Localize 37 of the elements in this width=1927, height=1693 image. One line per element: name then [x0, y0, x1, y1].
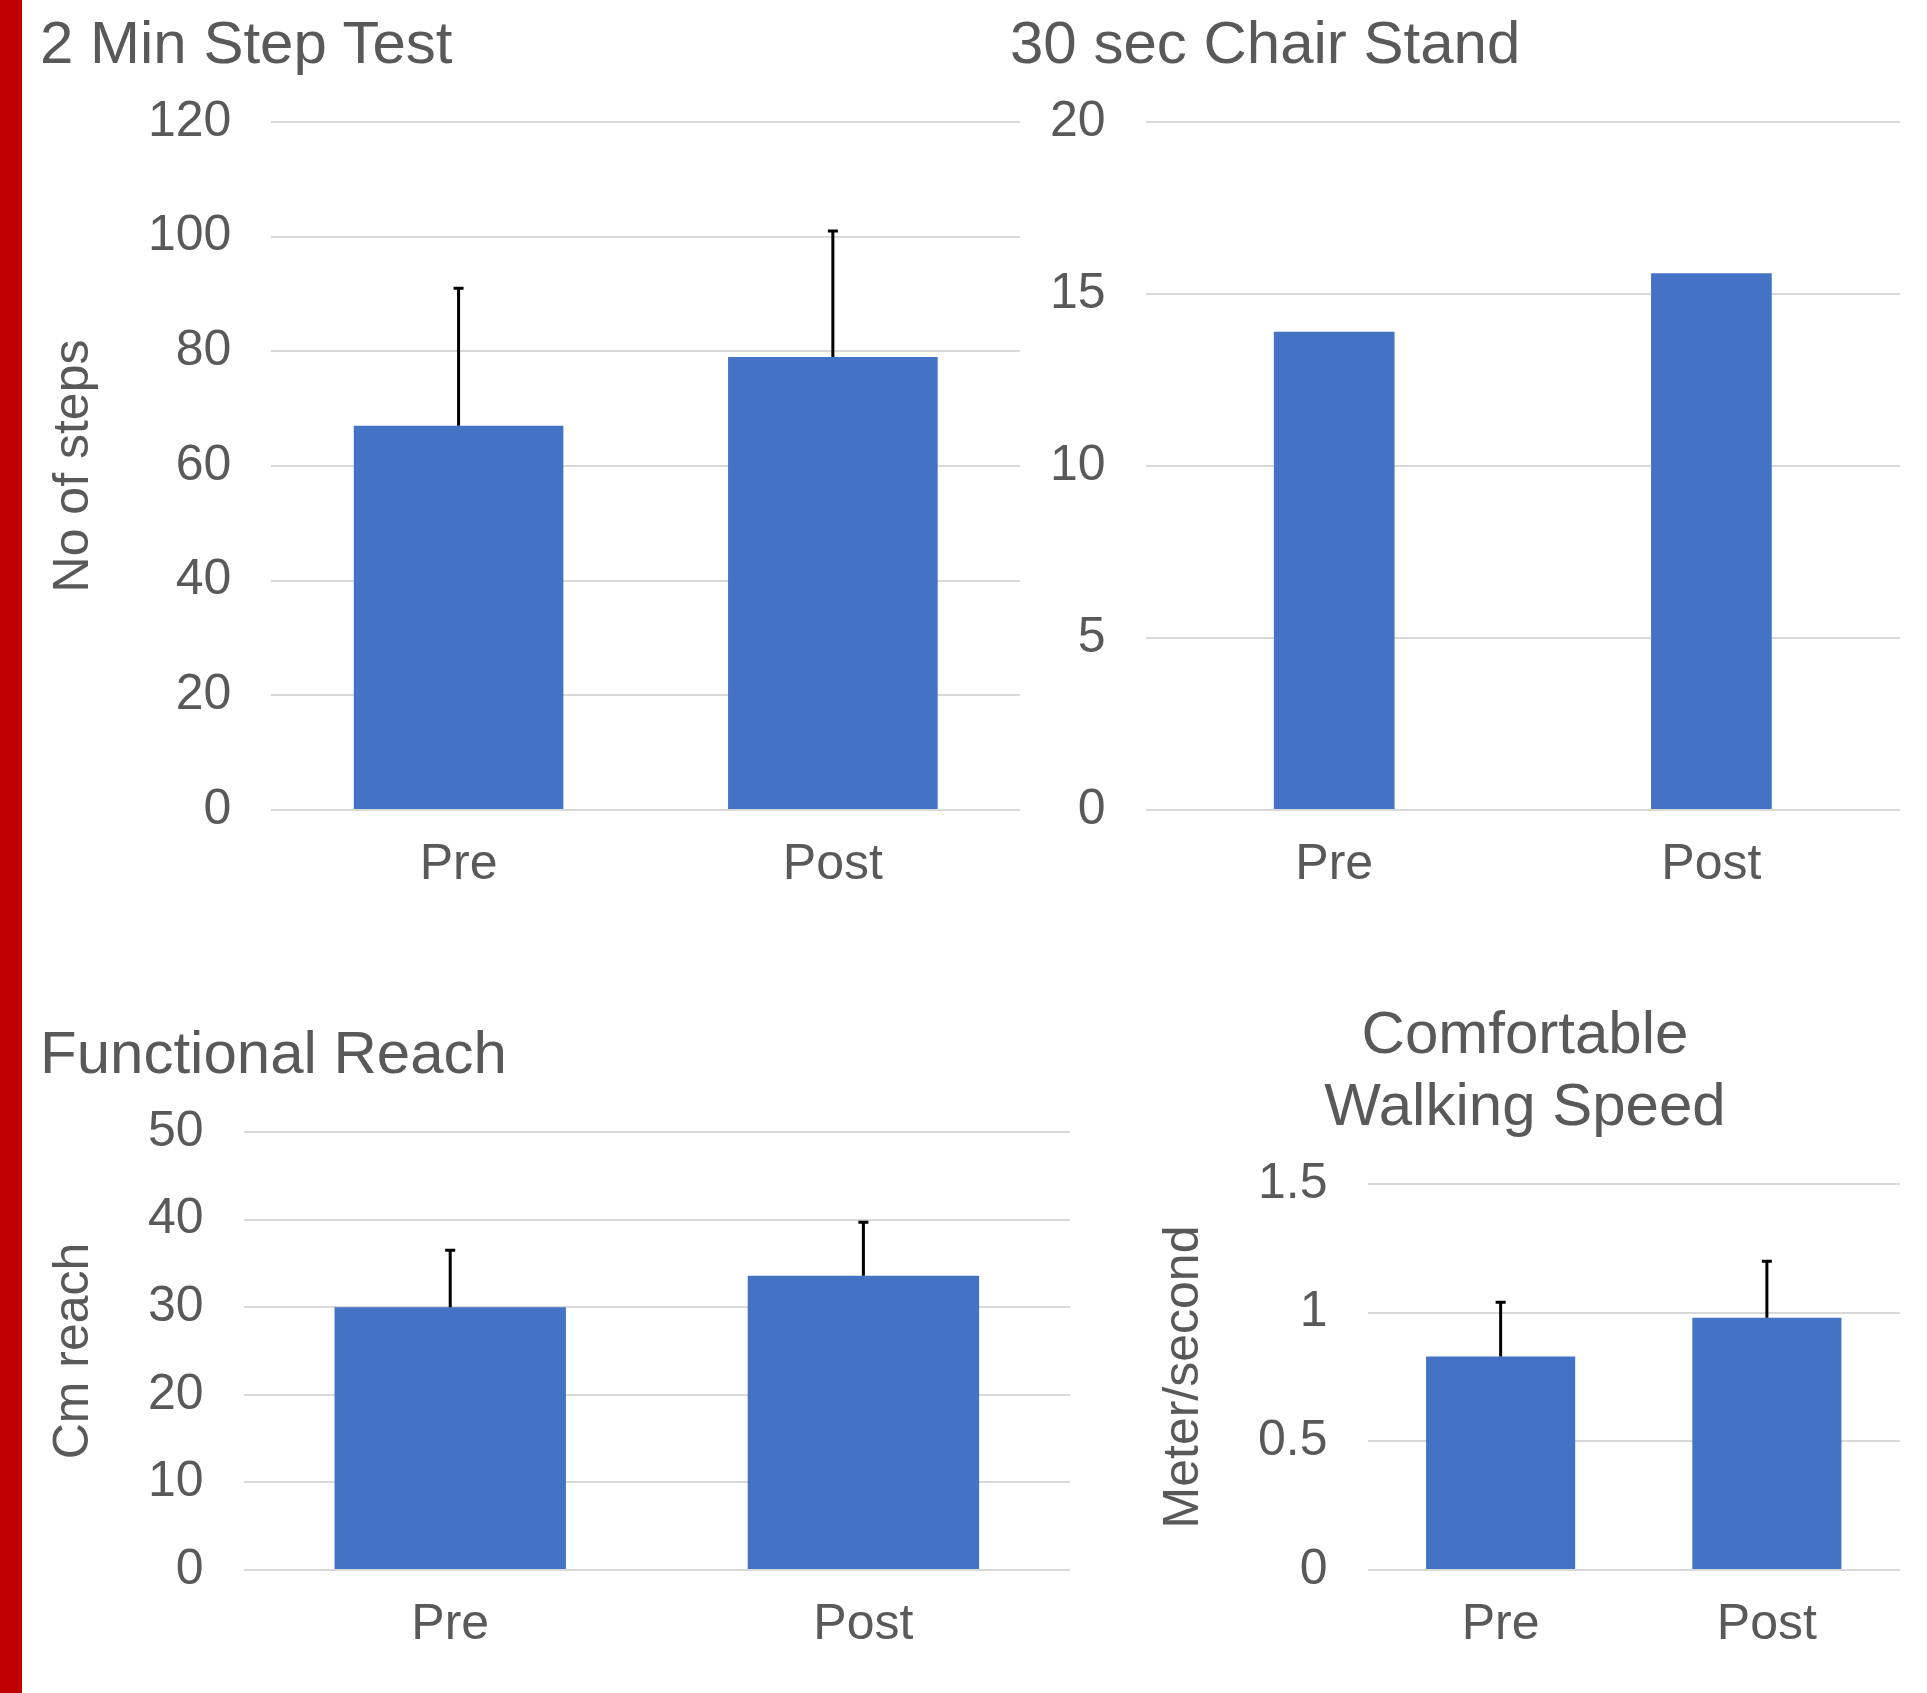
y-tick-label: 40 [147, 1188, 204, 1245]
y-tick-label: 1 [1299, 1281, 1328, 1338]
x-tick-label: Pre [411, 1593, 490, 1650]
chart-title: Comfortable Walking Speed [1324, 998, 1726, 1138]
y-tick-label: 100 [147, 205, 232, 262]
y-tick-label: 5 [1077, 606, 1106, 663]
x-tick-label: Pre [419, 833, 498, 890]
y-tick-label: 120 [147, 90, 232, 147]
y-tick-label: 30 [147, 1275, 204, 1332]
x-tick-label: Post [782, 833, 883, 890]
y-axis-title: No of steps [42, 339, 99, 593]
y-tick-label: 40 [175, 549, 232, 606]
y-tick-label: 20 [1049, 90, 1106, 147]
y-tick-label: 50 [147, 1100, 204, 1157]
y-tick-label: 1.5 [1257, 1152, 1328, 1209]
y-tick-label: 0 [175, 1538, 204, 1595]
chart-title: 2 Min Step Test [40, 8, 453, 76]
y-tick-label: 0 [203, 778, 232, 835]
y-tick-label: 80 [175, 320, 232, 377]
y-tick-label: 0 [1077, 778, 1106, 835]
x-tick-label: Post [1716, 1593, 1817, 1650]
y-tick-label: 20 [147, 1363, 204, 1420]
y-tick-label: 0.5 [1257, 1410, 1328, 1467]
y-tick-label: 15 [1049, 262, 1106, 319]
x-tick-label: Post [813, 1593, 914, 1650]
y-axis-title: Cm reach [42, 1242, 99, 1460]
y-tick-label: 10 [1049, 434, 1106, 491]
x-tick-label: Post [1661, 833, 1762, 890]
x-tick-label: Pre [1461, 1593, 1540, 1650]
y-axis-title: Meter/second [1152, 1225, 1209, 1529]
x-tick-label: Pre [1295, 833, 1374, 890]
chart-title: 30 sec Chair Stand [1010, 8, 1521, 76]
y-tick-label: 20 [175, 664, 232, 721]
chart-title: Functional Reach [40, 1018, 507, 1086]
y-tick-label: 10 [147, 1451, 204, 1508]
y-tick-label: 60 [175, 434, 232, 491]
y-tick-label: 0 [1299, 1538, 1328, 1595]
